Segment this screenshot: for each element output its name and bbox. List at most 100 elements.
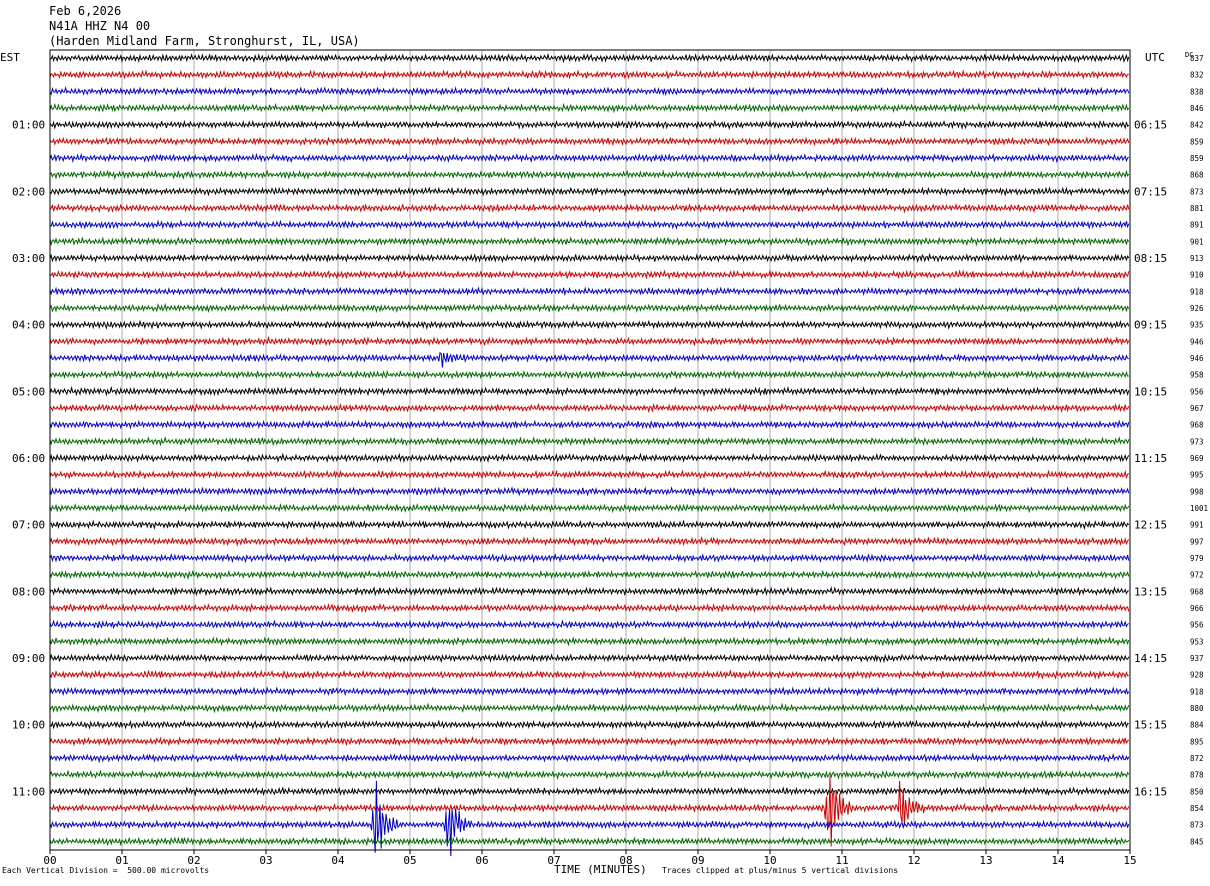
clip-note: Traces clipped at plus/minus 5 vertical … [662,866,899,875]
dc-offset-label: 953 [1190,637,1204,646]
x-tick-label: 12 [907,854,920,867]
axis-labels: 00 01 02 03 04 05 06 07 08 09 10 11 12 13 14 15 837 832 83… [12,54,1208,867]
dc-offset-label: 928 [1190,671,1204,680]
dc-offset-label: 937 [1190,654,1204,663]
dc-offset-label: 991 [1190,521,1204,530]
dc-offset-label: 968 [1190,421,1204,430]
dc-offset-label: 979 [1190,554,1204,563]
dc-offset-label: 973 [1190,437,1204,446]
est-hour-label: 08:00 [12,585,45,598]
dc-offset-label: 872 [1190,754,1204,763]
trace-line [49,652,1130,664]
est-hour-label: 07:00 [12,519,45,532]
trace-line [49,69,1129,80]
trace-line [49,302,1130,314]
trace-line [49,702,1130,714]
dc-offset-label: 995 [1190,471,1204,480]
trace-line [49,736,1130,747]
est-hour-label: 09:00 [12,652,45,665]
dc-offset-label: 956 [1190,387,1204,396]
trace-line [49,619,1130,630]
dc-offset-label: 845 [1190,837,1204,846]
dc-offset-label: 873 [1190,187,1204,196]
dc-offset-label: 837 [1190,54,1204,63]
trace-line [49,535,1130,547]
x-tick-label: 11 [835,854,848,867]
station-code: N41A HHZ N4 00 [49,19,151,33]
x-tick-label: 08 [619,854,632,867]
dc-offset-label: 918 [1190,687,1204,696]
dc-offset-label: 967 [1190,404,1204,413]
trace-line [49,385,1130,397]
dc-offset-label: 966 [1190,604,1204,613]
dc-offset-label: 880 [1190,704,1204,713]
trace-line [49,519,1130,531]
dc-offset-label: 859 [1190,137,1204,146]
dc-offset-label: 868 [1190,171,1204,180]
trace-line [49,569,1130,580]
utc-hour-label: 13:15 [1134,585,1167,598]
utc-hour-label: 08:15 [1134,252,1167,265]
trace-line [49,136,1130,147]
utc-hour-label: 11:15 [1134,452,1167,465]
plot-frame [49,49,1131,851]
trace-line [49,286,1130,297]
trace-line [49,586,1129,597]
trace-line [49,780,1130,857]
dc-offset-label: 946 [1190,354,1204,363]
dc-offset-label: 901 [1190,237,1204,246]
est-hour-label: 10:00 [12,719,45,732]
dc-offset-label: 935 [1190,321,1204,330]
utc-hour-label: 07:15 [1134,185,1167,198]
x-tick-label: 00 [43,854,56,867]
dc-offset-label: 910 [1190,271,1204,280]
x-tick-label: 01 [115,854,128,867]
dc-offset-label: 891 [1190,221,1204,230]
trace-line [49,236,1130,247]
est-hour-label: 06:00 [12,452,45,465]
dc-offset-label: 850 [1190,787,1204,796]
dc-offset-label: 832 [1190,71,1204,80]
utc-axis-label: UTC [1145,51,1165,64]
trace-line [49,351,1130,368]
trace-line [49,52,1130,64]
utc-hour-label: 15:15 [1134,719,1167,732]
trace-line [49,402,1130,414]
dc-offset-label: 926 [1190,304,1204,313]
x-tick-label: 14 [1051,854,1065,867]
dc-offset-label: 913 [1190,254,1204,263]
est-hour-label: 11:00 [12,785,45,798]
trace-line [49,152,1130,164]
seismic-traces [49,52,1130,857]
dc-offset-label: 878 [1190,771,1204,780]
dc-offset-label: 846 [1190,104,1204,113]
trace-line [49,335,1130,347]
trace-line [49,719,1129,730]
x-tick-label: 02 [187,854,200,867]
dc-offset-label: 956 [1190,621,1204,630]
dc-offset-label: 969 [1190,454,1204,463]
trace-line [49,102,1130,114]
utc-hour-label: 10:15 [1134,385,1167,398]
dc-offset-label: 968 [1190,587,1204,596]
est-hour-label: 04:00 [12,319,45,332]
dc-offset-label: 895 [1190,737,1204,746]
x-tick-label: 09 [691,854,704,867]
trace-line [49,785,1130,797]
est-hour-label: 01:00 [12,119,45,132]
est-axis-label: EST [0,51,20,64]
dc-offset-label: 881 [1190,204,1204,213]
dc-offset-label: 972 [1190,571,1204,580]
trace-line [49,219,1130,230]
dc-offset-label: 958 [1190,371,1204,380]
trace-line [49,752,1130,764]
x-tick-label: 07 [547,854,560,867]
dc-offset-label: 918 [1190,287,1204,296]
trace-line [49,469,1130,480]
est-hour-label: 03:00 [12,252,45,265]
dc-offset-label: 842 [1190,121,1204,130]
trace-line [49,169,1130,181]
trace-line [49,669,1129,680]
dc-label: DC [1185,51,1193,59]
